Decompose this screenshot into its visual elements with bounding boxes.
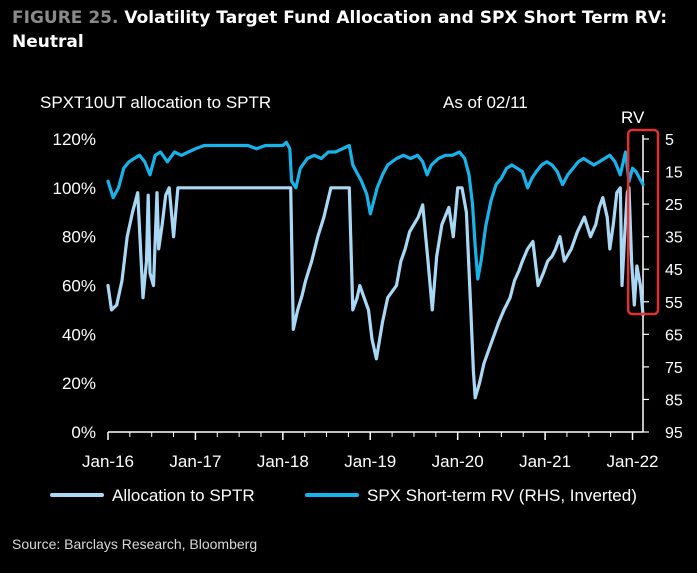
y2-tick-label: 95 [665, 425, 683, 442]
y2-tick-label: 85 [665, 392, 683, 409]
y2-tick-label: 25 [665, 197, 683, 214]
x-tick-label: Jan-18 [257, 452, 309, 471]
figure-title: FIGURE 25. Volatility Target Fund Alloca… [12, 6, 687, 54]
y2-tick-label: 65 [665, 327, 683, 344]
y2-tick-label: 45 [665, 262, 683, 279]
highlight-box [626, 128, 660, 316]
x-tick-label: Jan-21 [519, 452, 571, 471]
y-tick-label: 0% [71, 423, 96, 442]
y2-tick-label: 35 [665, 230, 683, 247]
rv-series-line [106, 140, 645, 281]
y-tick-label: 40% [62, 325, 96, 344]
y-tick-label: 60% [62, 277, 96, 296]
as-of-annotation: As of 02/11 [443, 93, 528, 112]
x-tick-label: Jan-20 [432, 452, 484, 471]
figure-number: FIGURE 25. [12, 8, 119, 28]
source-note: Source: Barclays Research, Bloomberg [12, 536, 258, 552]
x-tick-label: Jan-17 [169, 452, 221, 471]
y-tick-label: 20% [62, 374, 96, 393]
y2-tick-label: 75 [665, 360, 683, 377]
y-tick-label: 120% [53, 130, 96, 149]
allocation-series-line [106, 186, 645, 400]
y2-axis-label: RV [621, 108, 645, 127]
y-axis-label: SPXT10UT allocation to SPTR [40, 93, 271, 112]
legend-label: SPX Short-term RV (RHS, Inverted) [367, 486, 637, 505]
x-tick-label: Jan-22 [607, 452, 659, 471]
y-tick-label: 100% [53, 179, 96, 198]
x-tick-label: Jan-16 [82, 452, 134, 471]
y2-tick-label: 15 [665, 165, 683, 182]
plot-area: 0% 20% 40% 60% 80% 100% 120% 5 15 25 35 45 55 65 75 85 9… [50, 128, 683, 505]
y2-tick-label: 5 [665, 132, 674, 149]
y-tick-label: 80% [62, 228, 96, 247]
legend-label: Allocation to SPTR [112, 486, 255, 505]
figure-title-text: Volatility Target Fund Allocation and SP… [12, 8, 668, 52]
x-tick-label: Jan-19 [344, 452, 396, 471]
y2-tick-label: 55 [665, 295, 683, 312]
